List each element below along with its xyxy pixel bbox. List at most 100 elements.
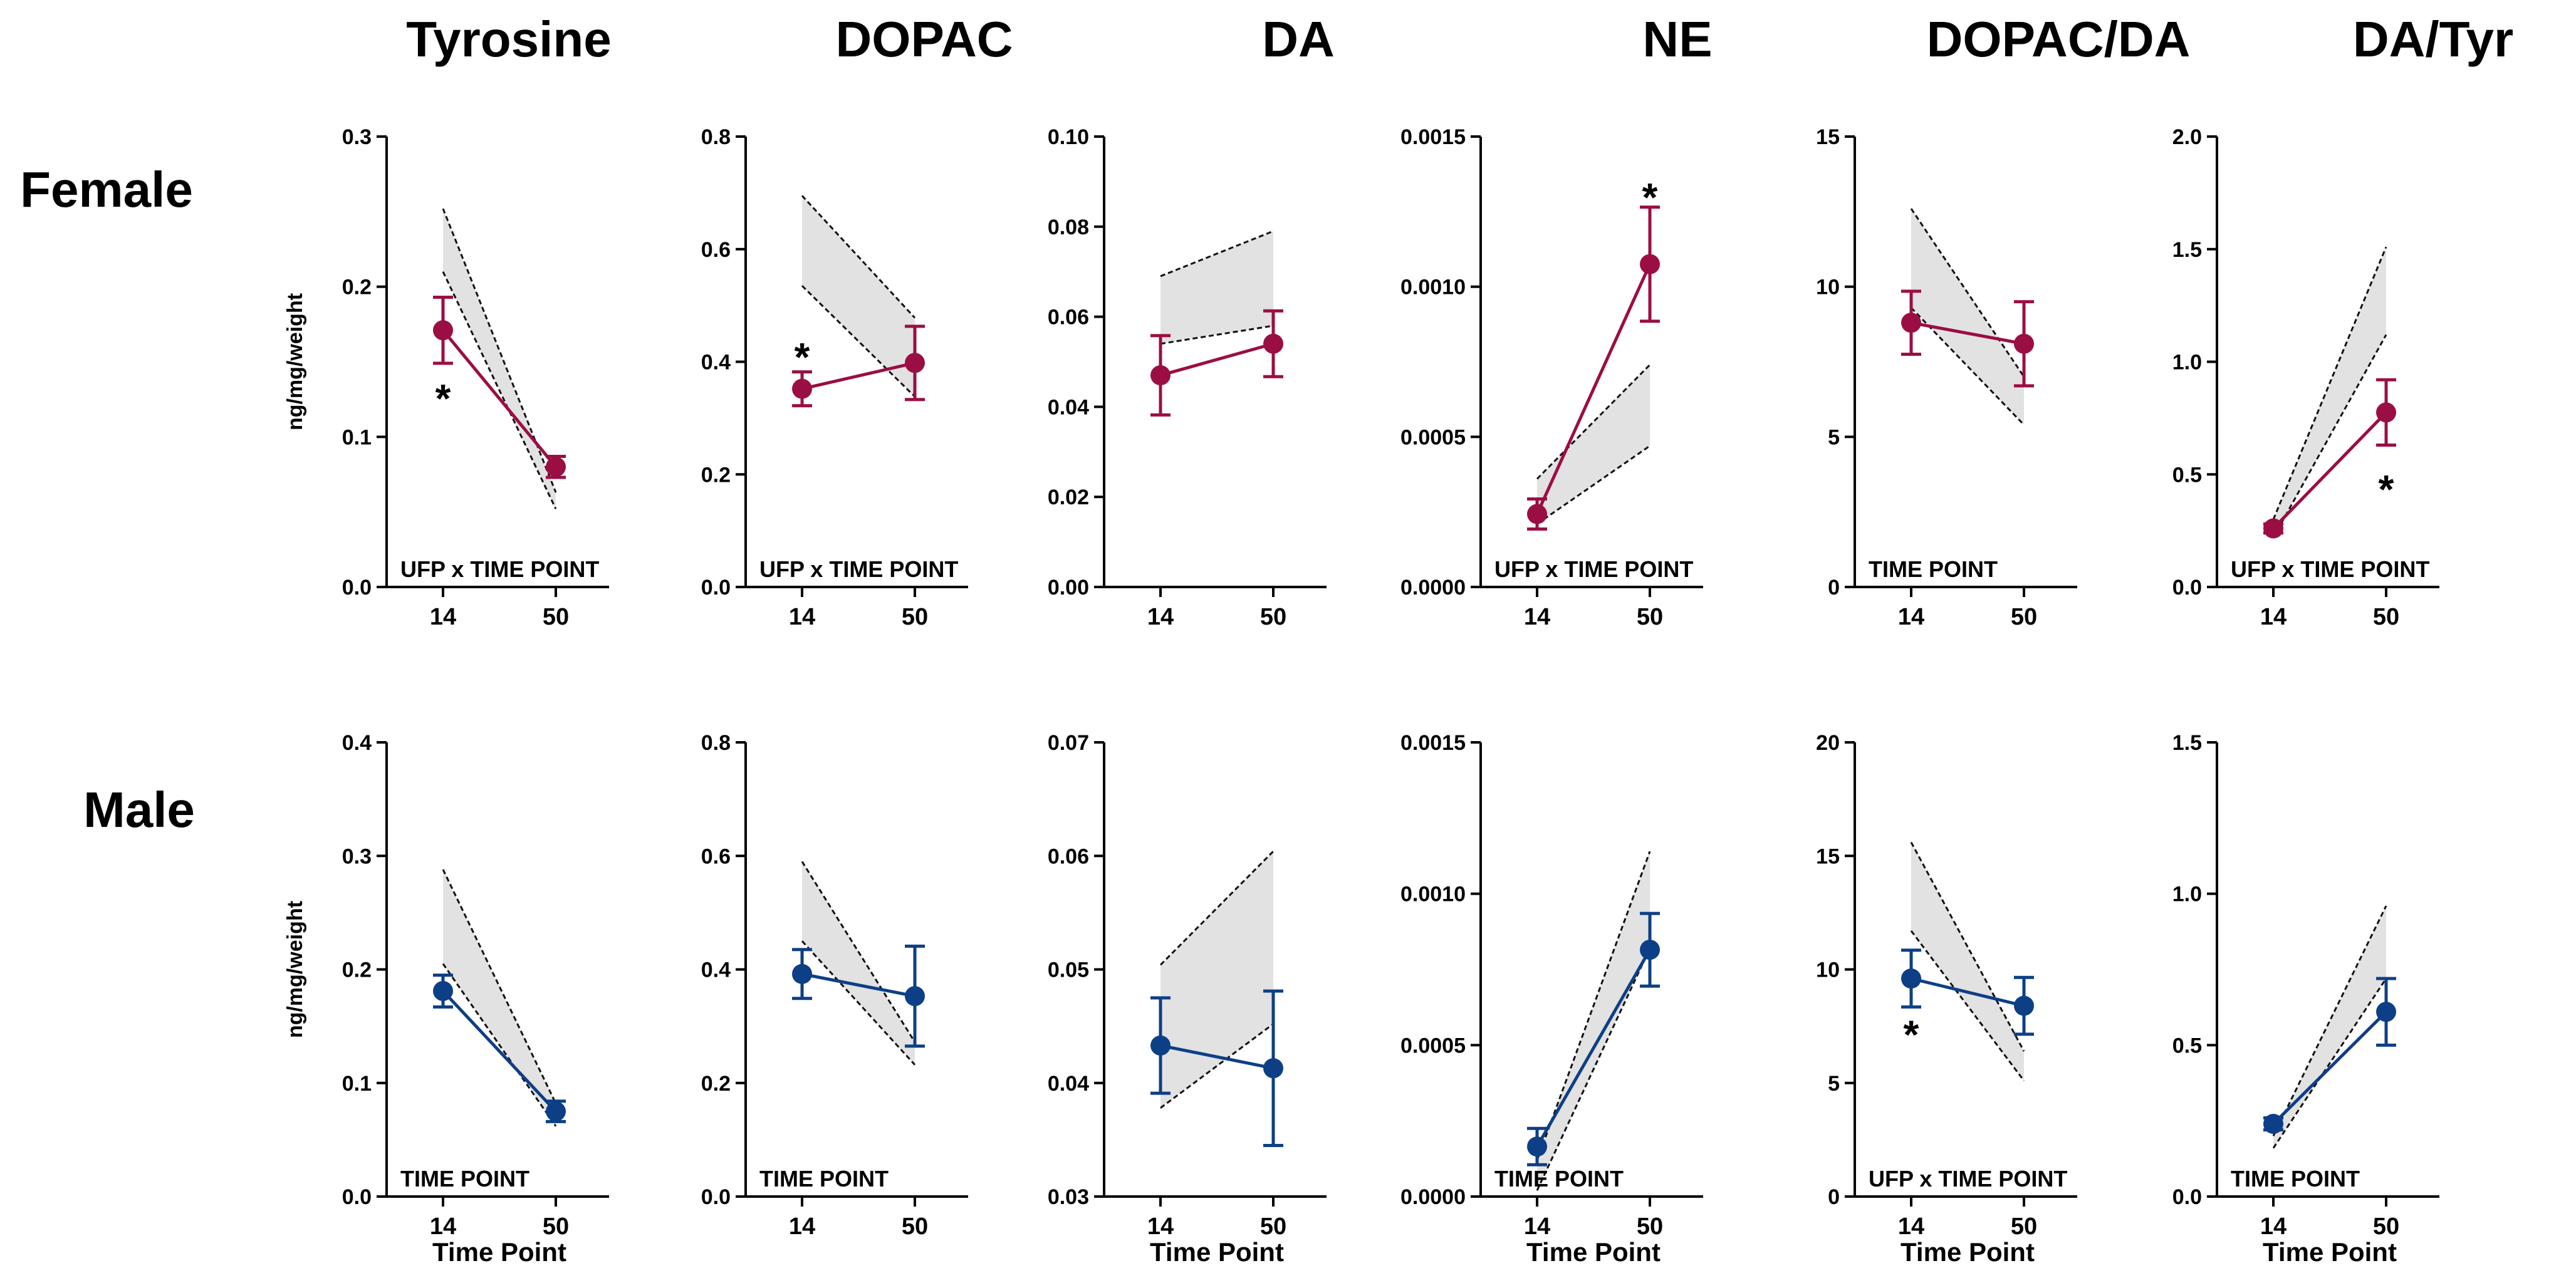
series-line <box>2272 411 2387 530</box>
band-upper-edge <box>1536 851 1651 1161</box>
significance-star: * <box>2379 467 2394 512</box>
y-tick-label: 0.0000 <box>1400 576 1466 600</box>
y-axis-title: ng/mg/weight <box>283 293 307 430</box>
y-tick-label: 0.5 <box>2172 1034 2202 1057</box>
data-point <box>1263 333 1283 354</box>
stat-annotation: TIME POINT <box>1869 556 1998 582</box>
band-upper-edge <box>1159 850 1275 966</box>
x-tick-label: 50 <box>1260 1213 1286 1240</box>
x-tick-label: 14 <box>1524 1213 1550 1240</box>
x-tick-label: 14 <box>789 1213 815 1240</box>
y-tick-label: 0.2 <box>342 276 372 299</box>
band-area <box>1537 365 1650 524</box>
y-tick-label: 2.0 <box>2172 125 2202 149</box>
y-tick-label: 0.2 <box>701 463 731 487</box>
data-point <box>2014 995 2034 1016</box>
series-line <box>1160 1044 1274 1070</box>
y-tick-label: 0.06 <box>1048 306 1089 330</box>
x-tick-label: 50 <box>543 1213 569 1240</box>
y-tick-label: 5 <box>1828 425 1840 449</box>
stat-annotation: TIME POINT <box>759 1166 889 1192</box>
band-area <box>2273 247 2386 538</box>
x-tick-label: 50 <box>2011 604 2037 630</box>
significance-star: * <box>435 376 451 421</box>
y-tick-label: 0.2 <box>342 958 372 982</box>
y-tick-label: 0 <box>1828 576 1840 600</box>
y-tick-label: 0.0015 <box>1400 125 1466 149</box>
x-tick-label: 50 <box>902 604 928 630</box>
data-point <box>1640 254 1660 274</box>
significance-star: * <box>1642 175 1658 220</box>
data-point <box>546 1101 566 1122</box>
y-tick-label: 0.4 <box>701 958 731 982</box>
band-area <box>1537 851 1650 1191</box>
band-lower-edge <box>801 940 916 1066</box>
band-area <box>1911 842 2024 1081</box>
y-tick-label: 0.08 <box>1048 216 1089 239</box>
y-tick-label: 1.0 <box>2172 883 2202 906</box>
row-label-female: Female <box>20 162 193 217</box>
band-lower-edge <box>2272 978 2387 1149</box>
band-upper-edge <box>1910 208 2025 378</box>
series-line <box>2272 1010 2387 1125</box>
x-tick-label: 14 <box>2260 604 2287 630</box>
band-lower-edge <box>1536 445 1650 525</box>
series-line <box>801 972 915 998</box>
band-area <box>1160 231 1273 344</box>
data-point <box>1527 504 1547 524</box>
band-lower-edge <box>1160 325 1274 345</box>
stat-annotation: TIME POINT <box>400 1166 529 1192</box>
y-tick-label: 0.8 <box>701 125 731 149</box>
x-tick-label: 50 <box>1260 604 1286 630</box>
stat-annotation: UFP x TIME POINT <box>400 556 599 582</box>
data-point <box>905 353 925 373</box>
y-tick-label: 0.6 <box>701 844 731 868</box>
panel-female-tyrosine: 0.0 0.1 0.2 0.3 14 50 ng/mg/weight UFP x TIME P… <box>283 125 609 630</box>
stat-annotation: UFP x TIME POINT <box>759 556 958 582</box>
y-tick-label: 0.0010 <box>1400 276 1466 299</box>
y-tick-label: 0.4 <box>342 731 372 755</box>
x-tick-label: 14 <box>1147 1213 1174 1240</box>
band-upper-edge <box>442 869 557 1104</box>
band-lower-edge <box>801 285 916 398</box>
panel-male-tyrosine: 0.0 0.1 0.2 0.3 0.4 14 50 ng/mg/weight Time Poin… <box>283 731 609 1267</box>
series-line <box>1911 321 2025 346</box>
column-title-da: DA <box>1262 11 1335 67</box>
panel-male-dopac: 0.0 0.2 0.4 0.6 0.8 14 50 TIME POINT <box>701 731 968 1240</box>
data-point <box>1150 365 1171 386</box>
y-tick-label: 0.3 <box>342 844 372 868</box>
stat-annotation: UFP x TIME POINT <box>1494 556 1693 582</box>
x-tick-label: 50 <box>543 604 569 630</box>
x-tick-label: 14 <box>1524 604 1550 630</box>
band-upper-edge <box>801 861 916 1043</box>
band-area <box>443 209 556 509</box>
y-tick-label: 0.04 <box>1048 395 1089 419</box>
data-point <box>1527 1136 1547 1157</box>
y-tick-label: 0.1 <box>342 425 372 449</box>
y-tick-label: 0.3 <box>342 125 372 149</box>
y-tick-label: 5 <box>1828 1072 1840 1096</box>
band-upper-edge <box>2272 905 2387 1136</box>
column-title-tyrosine: Tyrosine <box>406 11 612 67</box>
y-tick-label: 20 <box>1816 731 1840 755</box>
x-tick-label: 14 <box>1898 604 1924 630</box>
band-area <box>1911 209 2024 425</box>
data-point <box>433 980 453 1001</box>
x-axis-title: Time Point <box>432 1237 566 1267</box>
y-tick-label: 1.5 <box>2172 731 2202 755</box>
y-tick-label: 0.1 <box>342 1072 372 1096</box>
x-tick-label: 50 <box>1637 1213 1663 1240</box>
x-tick-label: 14 <box>789 604 815 630</box>
band-lower-edge <box>1536 948 1651 1191</box>
x-tick-label: 50 <box>2373 604 2399 630</box>
x-tick-label: 14 <box>2260 1213 2287 1240</box>
data-point <box>2263 1114 2283 1134</box>
y-tick-label: 0.0010 <box>1400 883 1466 906</box>
y-tick-label: 0.04 <box>1048 1072 1089 1096</box>
x-axis-title: Time Point <box>2263 1237 2397 1267</box>
